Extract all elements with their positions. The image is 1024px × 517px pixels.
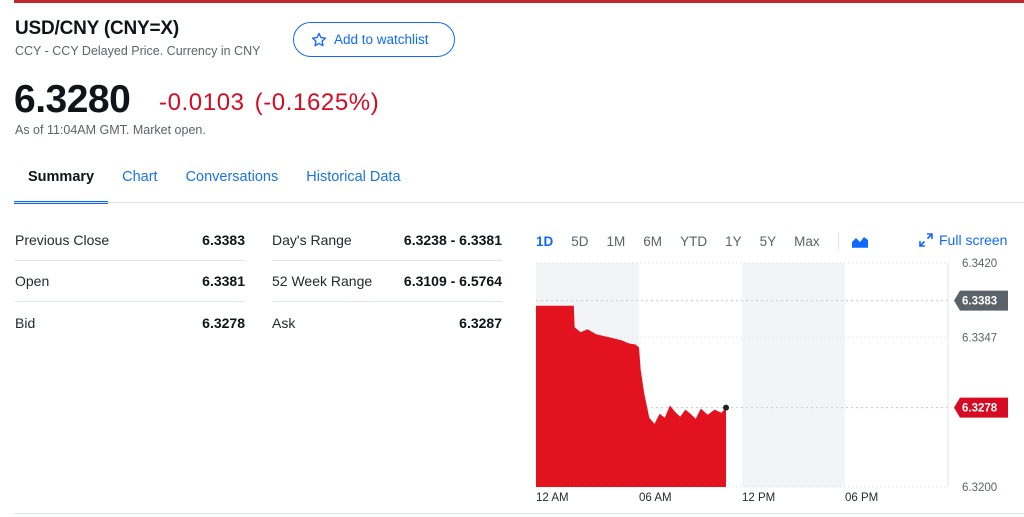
- current-price: 6.3280: [14, 78, 131, 121]
- tab-conversations[interactable]: Conversations: [185, 169, 279, 185]
- quote-tabs: Summary Chart Conversations Historical D…: [14, 158, 415, 204]
- tabs-divider: [14, 202, 1024, 203]
- chart-last-point: [723, 404, 730, 411]
- range-6m[interactable]: 6M: [643, 233, 663, 249]
- chart-x-tick-label: 06 AM: [639, 492, 672, 504]
- quote-title: USD/CNY (CNY=X): [15, 18, 179, 39]
- tab-chart[interactable]: Chart: [122, 169, 158, 185]
- chart-x-tick-label: 06 PM: [845, 492, 878, 504]
- chart-price-badge: [954, 290, 1008, 311]
- expand-arrows-icon: [919, 233, 933, 247]
- stat-row-previous-close: Previous Close 6.3383: [15, 220, 245, 261]
- stats-table-left: Previous Close 6.3383 Open 6.3381 Bid 6.…: [15, 220, 245, 343]
- chart-price-badge-label: 6.3278: [962, 403, 998, 415]
- stat-row-52-week-range: 52 Week Range 6.3109 - 6.5764: [272, 261, 502, 302]
- change-value: -0.0103: [159, 89, 245, 116]
- chart-x-tick-label: 12 AM: [536, 492, 569, 504]
- stat-value: 6.3381: [202, 273, 245, 289]
- stat-label: Ask: [272, 314, 296, 331]
- chart-range-selector: 1D 5D 1M 6M YTD 1Y 5Y Max: [536, 232, 869, 250]
- bottom-divider: [14, 513, 1024, 514]
- intraday-chart: 6.3420 6.3347 6.3200 6.3383 6.3278 12 AM 06 AM…: [536, 258, 1008, 504]
- stat-value: 6.3287: [459, 314, 502, 331]
- stat-value: 6.3383: [202, 232, 245, 248]
- full-screen-label: Full screen: [939, 232, 1008, 248]
- range-1d[interactable]: 1D: [536, 233, 554, 249]
- add-to-watchlist-button[interactable]: Add to watchlist: [293, 22, 455, 57]
- range-5y[interactable]: 5Y: [759, 233, 777, 249]
- stat-label: Day's Range: [272, 232, 352, 248]
- tab-historical-data[interactable]: Historical Data: [306, 169, 401, 185]
- star-outline-icon: [311, 32, 327, 46]
- range-divider: [837, 232, 839, 250]
- stat-row-days-range: Day's Range 6.3238 - 6.3381: [272, 220, 502, 261]
- chart-y-tick-label: 6.3420: [962, 258, 997, 270]
- stat-label: Previous Close: [15, 232, 110, 248]
- stats-table-right: Day's Range 6.3238 - 6.3381 52 Week Rang…: [272, 220, 502, 343]
- watchlist-label: Add to watchlist: [334, 32, 429, 47]
- chart-x-tick-label: 12 PM: [742, 492, 775, 504]
- range-1m[interactable]: 1M: [606, 233, 626, 249]
- full-screen-button[interactable]: Full screen: [919, 232, 1007, 248]
- stat-row-bid: Bid 6.3278: [15, 302, 245, 343]
- stat-label: 52 Week Range: [272, 273, 373, 289]
- mountain-chart-icon[interactable]: [851, 234, 869, 248]
- chart-price-badge-label: 6.3383: [962, 296, 997, 308]
- stat-value: 6.3109 - 6.5764: [403, 273, 502, 289]
- stat-value: 6.3278: [202, 314, 245, 331]
- chart-area-series: [536, 305, 726, 487]
- range-ytd[interactable]: YTD: [680, 233, 708, 249]
- stat-row-ask: Ask 6.3287: [272, 302, 502, 343]
- range-max[interactable]: Max: [794, 233, 820, 249]
- range-1y[interactable]: 1Y: [725, 233, 742, 249]
- chart-y-tick-label: 6.3200: [962, 482, 997, 494]
- range-5d[interactable]: 5D: [571, 233, 589, 249]
- stat-row-open: Open 6.3381: [15, 261, 245, 302]
- market-status: As of 11:04AM GMT. Market open.: [15, 123, 206, 137]
- tab-summary[interactable]: Summary: [14, 158, 109, 204]
- stat-label: Bid: [15, 314, 36, 331]
- quote-subtitle: CCY - CCY Delayed Price. Currency in CNY: [15, 44, 261, 58]
- change-percent: (-0.1625%): [254, 89, 380, 116]
- stat-label: Open: [15, 273, 50, 289]
- price-change: -0.0103 (-0.1625%): [159, 89, 379, 117]
- chart-price-badge: [954, 397, 1008, 418]
- chart-shaded-band: [742, 263, 845, 487]
- stat-value: 6.3238 - 6.3381: [403, 232, 502, 248]
- top-accent-bar: [14, 0, 1024, 3]
- chart-y-tick-label: 6.3347: [962, 332, 997, 344]
